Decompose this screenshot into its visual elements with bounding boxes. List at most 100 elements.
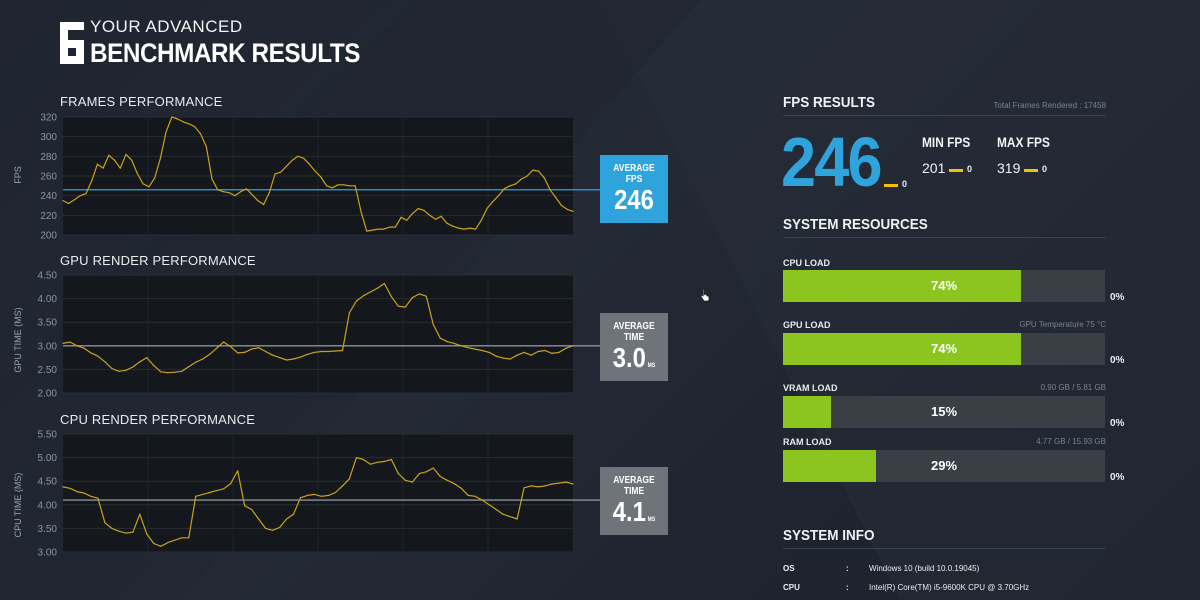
gpu-data-point	[425, 295, 427, 297]
frames-data-point	[434, 218, 437, 220]
gpu-data-point	[348, 312, 350, 314]
frames-data-point	[452, 225, 454, 227]
gpu-average-time-label: AVERAGE TIME	[613, 321, 655, 343]
min-fps-label: MIN FPS	[922, 134, 971, 150]
frames-data-point	[154, 177, 156, 179]
os-label: OS	[783, 564, 795, 573]
cpu-chart: 5.50 5.00 4.50 4.00 3.50 3.00	[38, 430, 600, 559]
frames-data-point	[274, 173, 276, 175]
gpu-data-point	[404, 306, 406, 308]
cpu-data-point	[223, 488, 225, 490]
frames-data-point	[406, 219, 408, 221]
gpu-data-point	[111, 367, 113, 370]
min-fps-sub-value: 0	[967, 164, 973, 174]
gpu-data-point	[76, 345, 78, 347]
frames-data-point	[177, 118, 179, 120]
cpu-tick-label: 3.00	[38, 548, 58, 559]
cpu-data-point	[572, 483, 574, 485]
gpu-average-time-box: AVERAGE TIME 3.0 MS	[600, 313, 668, 381]
vram-load-bar: 15%	[783, 396, 1105, 428]
frames-data-point	[73, 199, 76, 201]
cpu-info-colon: :	[846, 583, 849, 592]
gpu-data-point	[223, 341, 225, 343]
frames-data-point	[102, 167, 104, 169]
cpu-data-point	[446, 479, 448, 481]
frames-data-point	[165, 131, 167, 133]
frames-data-point	[555, 197, 557, 199]
cpu-data-point	[369, 463, 371, 465]
frames-data-point	[280, 171, 282, 173]
cpu-data-point	[355, 457, 357, 459]
system-info-divider	[783, 548, 1106, 549]
header-subtitle: YOUR ADVANCED	[90, 17, 243, 36]
cpu-tick-label: 4.00	[38, 500, 58, 511]
cpu-data-point	[195, 495, 197, 497]
frames-data-point	[303, 157, 305, 159]
frames-tick-label: 280	[40, 152, 57, 163]
system-resources-title: SYSTEM RESOURCES	[783, 216, 928, 233]
os-colon: :	[846, 564, 849, 573]
gpu-load-percent: 74%	[930, 341, 958, 356]
frames-data-point	[486, 207, 488, 210]
frames-data-point	[348, 185, 351, 187]
frames-data-point	[159, 157, 161, 159]
fps-results-title: FPS RESULTS	[783, 94, 876, 111]
gpu-data-point	[565, 347, 567, 349]
avg-fps-sub-value: 0	[902, 179, 908, 189]
gpu-data-point	[544, 349, 546, 352]
frames-data-point	[228, 192, 230, 194]
cpu-data-point	[237, 470, 239, 472]
cpu-data-point	[558, 482, 560, 484]
game-logo-icon	[60, 22, 84, 64]
frames-data-point	[532, 169, 534, 171]
cpu-data-point	[97, 497, 99, 499]
cpu-data-point	[341, 485, 344, 487]
cpu-load-bar-fill	[783, 270, 1022, 302]
gpu-data-point	[202, 358, 204, 360]
gpu-data-point	[139, 361, 141, 363]
gpu-data-point	[537, 350, 539, 353]
gpu-data-point	[467, 347, 469, 349]
cpu-data-point	[76, 491, 78, 493]
gpu-data-point	[474, 348, 476, 350]
gpu-data-point	[558, 351, 560, 353]
cpu-data-point	[425, 471, 427, 473]
frames-data-point	[412, 212, 414, 214]
gpu-data-point	[167, 372, 169, 374]
frames-data-point	[360, 210, 362, 212]
ram-usage: 4.77 GB / 15.93 GB	[1036, 437, 1106, 446]
frames-data-point	[560, 204, 563, 207]
min-fps-value: 201	[922, 160, 946, 176]
gpu-data-point	[146, 357, 148, 359]
cpu-load-label: CPU LOAD	[783, 258, 830, 268]
gpu-chart-title: GPU RENDER PERFORMANCE	[60, 253, 256, 268]
gpu-data-point	[216, 347, 218, 349]
frames-data-point	[377, 228, 379, 230]
cpu-data-point	[544, 485, 546, 487]
frames-data-point	[320, 176, 322, 178]
gpu-data-point	[495, 355, 497, 357]
gpu-data-point	[118, 370, 120, 372]
cpu-data-point	[488, 504, 490, 506]
max-fps-value: 319	[997, 160, 1021, 176]
frames-data-point	[240, 191, 242, 193]
cpu-tick-label: 5.00	[38, 453, 58, 464]
gpu-data-point	[523, 351, 525, 353]
gpu-data-point	[251, 348, 253, 350]
gpu-load-bar: 74%	[783, 333, 1105, 365]
cpu-load-bar: 74%	[783, 270, 1105, 302]
average-fps-value: 246	[614, 184, 654, 215]
gpu-data-point	[286, 359, 288, 361]
cpu-average-time-value: 4.1	[612, 496, 646, 527]
cpu-data-point	[188, 537, 190, 539]
gpu-data-point	[481, 349, 483, 352]
gpu-data-point	[516, 354, 518, 356]
gpu-data-point	[132, 366, 134, 368]
cpu-average-time-label: AVERAGE TIME	[613, 475, 655, 497]
gpu-data-point	[181, 370, 183, 372]
frames-data-point	[440, 215, 442, 217]
frames-data-point	[245, 188, 247, 190]
cpu-data-point	[453, 483, 455, 485]
cpu-data-point	[348, 478, 350, 480]
gpu-data-point	[551, 352, 553, 354]
